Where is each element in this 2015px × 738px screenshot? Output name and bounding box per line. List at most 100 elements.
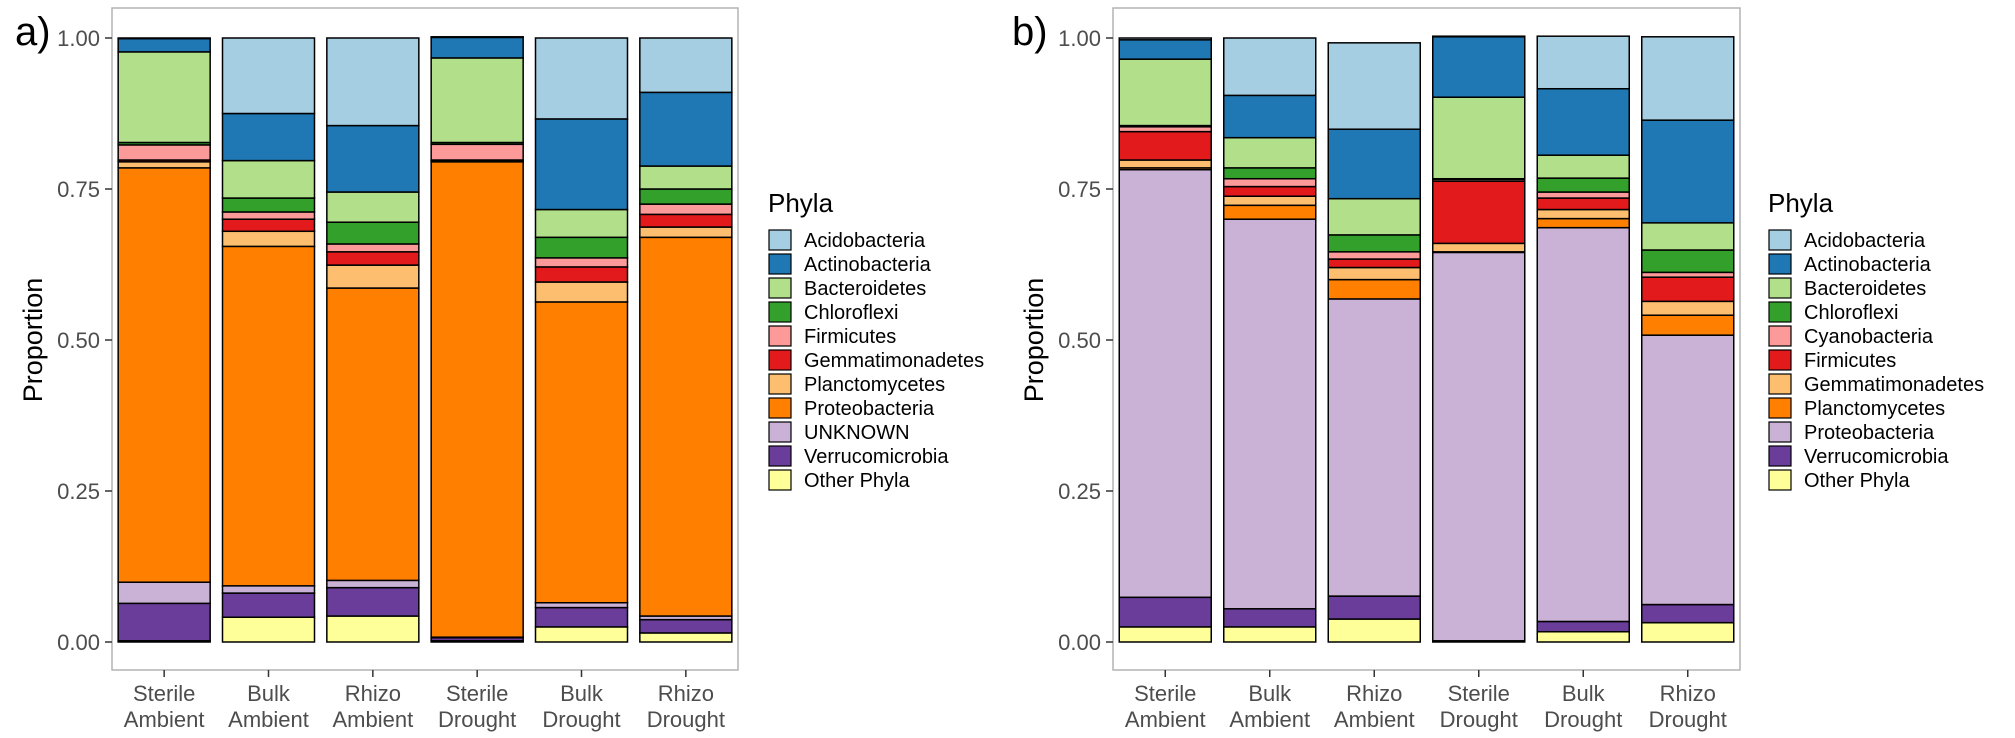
bar-segment-gemmatimonadetes: [534, 266, 629, 283]
bar-segment-other-phyla: [639, 632, 733, 643]
bar-segment-other-phyla: [221, 616, 316, 643]
x-tick-label: Ambient: [332, 707, 413, 732]
bar-segment-actinobacteria: [1118, 39, 1212, 60]
legend-swatch-planctomycetes: [768, 373, 792, 395]
bar-segment-actinobacteria: [1327, 128, 1421, 200]
legend-title: Phyla: [768, 188, 834, 218]
bar-segment-gemmatimonadetes: [1641, 300, 1735, 316]
y-tick-label: 1.00: [57, 26, 100, 51]
legend-swatch-verrucomicrobia: [1768, 445, 1792, 467]
bar-segment-acidobacteria: [1118, 37, 1212, 41]
x-tick-label: Ambient: [228, 707, 309, 732]
legend-label-actinobacteria: Actinobacteria: [804, 254, 932, 276]
bar-segment-unknown: [221, 585, 316, 594]
x-tick-label: Bulk: [1248, 681, 1292, 706]
bar-segment-chloroflexi: [534, 236, 629, 259]
legend-label-acidobacteria: Acidobacteria: [804, 230, 926, 252]
bar-segment-proteobacteria: [534, 301, 629, 604]
bar-segment-planctomycetes: [534, 281, 629, 303]
legend-swatch-acidobacteria: [768, 229, 792, 251]
bar-segment-cyanobacteria: [1327, 251, 1421, 260]
bar-segment-firmicutes: [534, 257, 629, 268]
panel-b: b)Proportion0.000.250.500.751.00SterileA…: [1012, 7, 1984, 732]
legend-label-gemmatimonadetes: Gemmatimonadetes: [804, 350, 984, 372]
bar-segment-gemmatimonadetes: [1536, 208, 1630, 220]
legend-label-unknown: UNKNOWN: [804, 422, 910, 444]
bar-segment-proteobacteria: [1118, 168, 1212, 599]
panel-label: a): [15, 10, 51, 54]
bar-segment-proteobacteria: [117, 167, 211, 583]
panel-label: b): [1012, 10, 1048, 54]
x-tick-label: Sterile: [1134, 681, 1196, 706]
legend-swatch-chloroflexi: [768, 301, 792, 323]
legend-swatch-proteobacteria: [768, 397, 792, 419]
bar-segment-bacteroidetes: [326, 191, 420, 223]
bar-segment-bacteroidetes: [117, 51, 211, 144]
bar-segment-other-phyla: [1641, 621, 1735, 643]
x-tick-label: Bulk: [247, 681, 291, 706]
bar-segment-bacteroidetes: [534, 208, 629, 239]
legend-swatch-firmicutes: [1768, 349, 1792, 371]
legend-label-verrucomicrobia: Verrucomicrobia: [1804, 446, 1949, 468]
y-axis-label: Proportion: [18, 278, 48, 403]
bar-segment-firmicutes: [1327, 258, 1421, 269]
bar-segment-chloroflexi: [639, 188, 733, 205]
legend-swatch-gemmatimonadetes: [768, 349, 792, 371]
legend-label-bacteroidetes: Bacteroidetes: [1804, 278, 1926, 300]
bar-segment-gemmatimonadetes: [1223, 195, 1317, 207]
bar-segment-bacteroidetes: [1118, 58, 1212, 127]
x-tick-label: Drought: [1440, 707, 1518, 732]
bar-segment-cyanobacteria: [1536, 191, 1630, 199]
bar-segment-bacteroidetes: [639, 165, 733, 190]
bar-segment-actinobacteria: [1641, 119, 1735, 224]
bar-segment-proteobacteria: [1641, 334, 1735, 606]
bar-segment-firmicutes: [326, 243, 420, 253]
x-tick-label: Ambient: [1125, 707, 1206, 732]
y-tick-label: 0.00: [1058, 630, 1101, 655]
legend-swatch-bacteroidetes: [1768, 277, 1792, 299]
bar-segment-other-phyla: [1118, 626, 1212, 643]
y-tick-label: 0.75: [57, 177, 100, 202]
bar-segment-other-phyla: [1327, 618, 1421, 643]
bar-segment-acidobacteria: [1327, 42, 1421, 130]
bar-segment-proteobacteria: [221, 245, 316, 587]
bar-segment-actinobacteria: [221, 112, 316, 162]
bar-segment-proteobacteria: [1536, 226, 1630, 623]
bar-segment-actinobacteria: [117, 37, 211, 53]
bar-segment-planctomycetes: [1536, 217, 1630, 229]
bar-segment-verrucomicrobia: [1641, 603, 1735, 624]
legend-swatch-gemmatimonadetes: [1768, 373, 1792, 395]
bar-segment-chloroflexi: [1641, 249, 1735, 274]
bar-segment-acidobacteria: [326, 37, 420, 127]
bar-segment-proteobacteria: [639, 236, 733, 617]
x-tick-label: Rhizo: [1660, 681, 1716, 706]
bar-segment-verrucomicrobia: [639, 618, 733, 634]
bar-segment-verrucomicrobia: [1536, 620, 1630, 633]
y-tick-label: 0.50: [57, 328, 100, 353]
x-tick-label: Rhizo: [1346, 681, 1402, 706]
bar-segment-acidobacteria: [430, 36, 524, 39]
bar-segment-acidobacteria: [1432, 35, 1526, 38]
legend-label-bacteroidetes: Bacteroidetes: [804, 278, 926, 300]
legend-label-proteobacteria: Proteobacteria: [1804, 422, 1935, 444]
legend-swatch-planctomycetes: [1768, 397, 1792, 419]
plot-panel-border: [1112, 7, 1741, 671]
bar-segment-bacteroidetes: [221, 159, 316, 199]
bar-segment-verrucomicrobia: [221, 592, 316, 618]
x-tick-label: Drought: [542, 707, 620, 732]
legend-swatch-actinobacteria: [1768, 253, 1792, 275]
bar-segment-acidobacteria: [221, 37, 316, 115]
bar-segment-planctomycetes: [1327, 278, 1421, 300]
bar-segment-gemmatimonadetes: [1118, 159, 1212, 169]
bar-segment-chloroflexi: [1536, 177, 1630, 193]
bar-segment-proteobacteria: [326, 287, 420, 582]
legend-swatch-proteobacteria: [1768, 421, 1792, 443]
bar-segment-bacteroidetes: [430, 57, 524, 144]
bar-segment-verrucomicrobia: [117, 602, 211, 642]
bar-segment-bacteroidetes: [1327, 197, 1421, 236]
bar-segment-other-phyla: [1536, 630, 1630, 643]
y-tick-label: 0.50: [1058, 328, 1101, 353]
legend-label-gemmatimonadetes: Gemmatimonadetes: [1804, 374, 1984, 396]
legend-label-other-phyla: Other Phyla: [804, 470, 910, 492]
